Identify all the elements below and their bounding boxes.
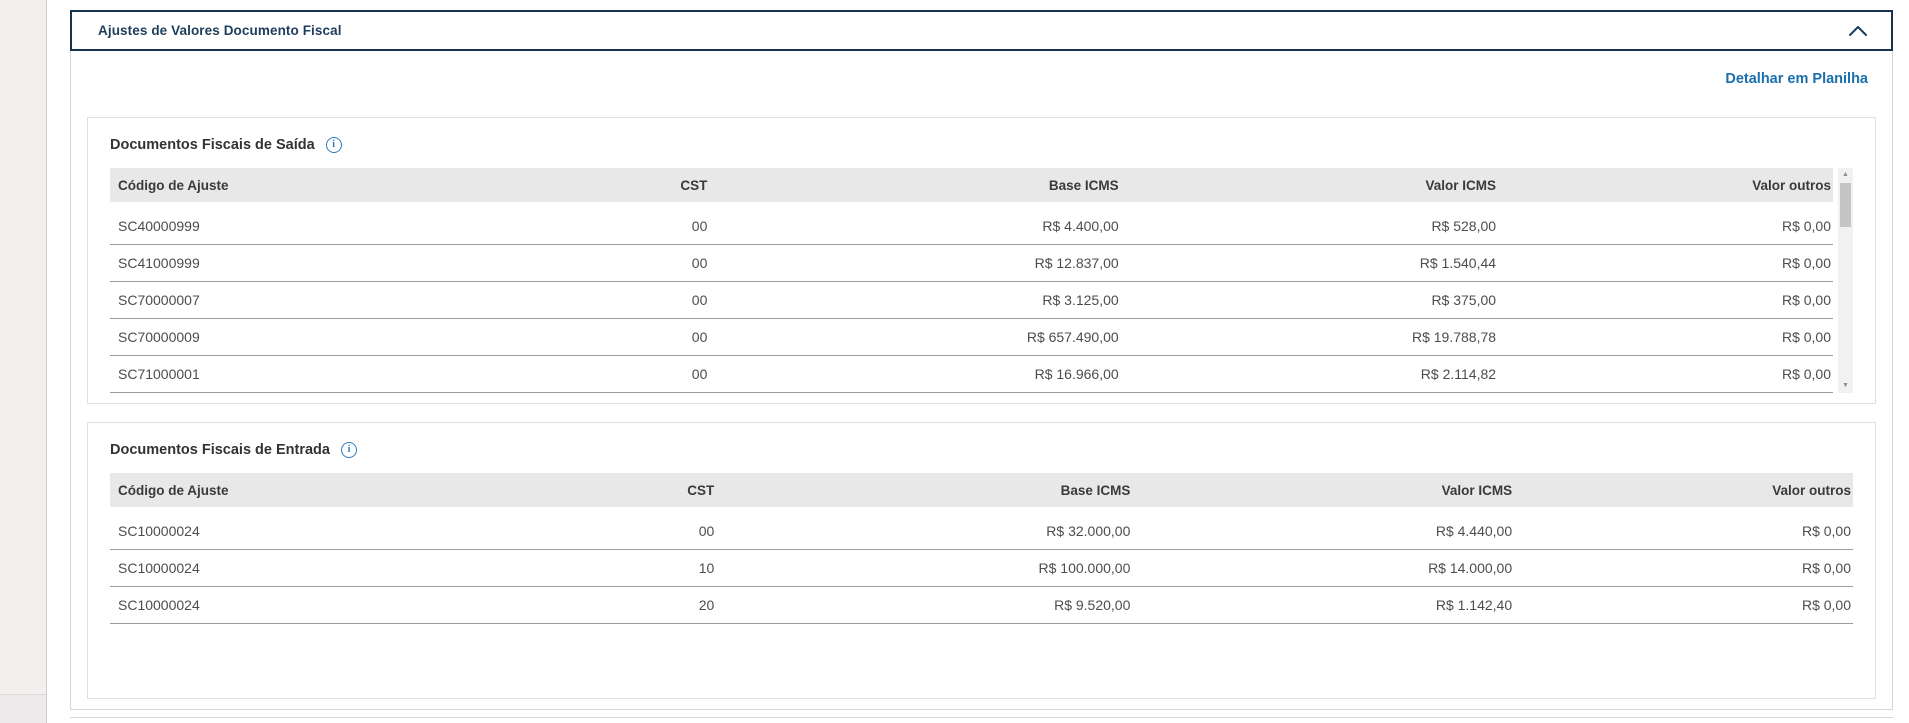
column-header: Valor ICMS: [1132, 473, 1515, 507]
column-header: Base ICMS: [716, 473, 1133, 507]
table-scrollbar[interactable]: ▲ ▼: [1838, 168, 1853, 393]
panel-title: Ajustes de Valores Documento Fiscal: [98, 23, 342, 38]
table-cell: R$ 375,00: [1120, 282, 1499, 319]
table-cell: 10: [532, 550, 717, 587]
info-icon[interactable]: i: [325, 137, 342, 153]
scroll-up-icon[interactable]: ▲: [1842, 171, 1849, 178]
scroll-down-icon[interactable]: ▼: [1842, 382, 1849, 389]
table-cell: SC10000024: [110, 550, 533, 587]
table-header-row: Código de Ajuste CST Base ICMS Valor ICMS Va…: [110, 168, 1833, 202]
outgoing-documents-table: Código de Ajuste CST Base ICMS Valor ICMS Va…: [110, 168, 1833, 393]
table-cell: 00: [527, 245, 710, 282]
incoming-table-wrap: Código de Ajuste CST Base ICMS Valor ICMS Va…: [110, 473, 1853, 624]
table-row: SC10000024 00 R$ 32.000,00 R$ 4.440,00 R$ 0,…: [110, 513, 1853, 550]
column-header: CST: [527, 168, 710, 202]
panel-body: Detalhar em Planilha Documentos Fiscais …: [70, 51, 1893, 710]
chevron-up-icon[interactable]: [1848, 25, 1868, 37]
table-cell: R$ 528,00: [1120, 208, 1499, 245]
table-cell: R$ 14.000,00: [1132, 550, 1515, 587]
column-header: Base ICMS: [709, 168, 1121, 202]
table-cell: R$ 12.837,00: [709, 245, 1121, 282]
column-header: Código de Ajuste: [110, 473, 533, 507]
fiscal-adjustments-panel: Ajustes de Valores Documento Fiscal Deta…: [70, 10, 1893, 710]
table-cell: R$ 657.490,00: [709, 319, 1121, 356]
table-row: SC41000999 00 R$ 12.837,00 R$ 1.540,44 R$ 0,…: [110, 245, 1833, 282]
table-cell: SC70000007: [110, 282, 528, 319]
table-cell: SC10000024: [110, 587, 533, 624]
link-row: Detalhar em Planilha: [87, 70, 1876, 87]
table-cell: R$ 2.114,82: [1120, 356, 1499, 393]
table-row: SC10000024 10 R$ 100.000,00 R$ 14.000,00 R$ …: [110, 550, 1853, 587]
table-row: SC70000007 00 R$ 3.125,00 R$ 375,00 R$ 0,00: [110, 282, 1833, 319]
left-gutter-bottom-segment: [0, 694, 46, 723]
table-cell: R$ 1.142,40: [1132, 587, 1515, 624]
table-cell: R$ 19.788,78: [1120, 319, 1499, 356]
table-cell: R$ 4.400,00: [709, 208, 1121, 245]
page-left-gutter: [0, 0, 47, 723]
table-cell: 20: [532, 587, 717, 624]
table-cell: SC40000999: [110, 208, 528, 245]
column-header: Código de Ajuste: [110, 168, 528, 202]
column-header: Valor outros: [1498, 168, 1833, 202]
table-row: SC70000009 00 R$ 657.490,00 R$ 19.788,78 R$ …: [110, 319, 1833, 356]
table-cell: R$ 0,00: [1498, 319, 1833, 356]
table-cell: R$ 100.000,00: [716, 550, 1133, 587]
incoming-documents-table: Código de Ajuste CST Base ICMS Valor ICMS Va…: [110, 473, 1853, 624]
table-cell: R$ 0,00: [1498, 245, 1833, 282]
table-cell: 00: [527, 208, 710, 245]
column-header: Valor ICMS: [1120, 168, 1499, 202]
column-header: CST: [532, 473, 717, 507]
incoming-documents-card: Documentos Fiscais de Entrada i Código d…: [87, 422, 1876, 699]
table-cell: 00: [527, 319, 710, 356]
table-cell: R$ 32.000,00: [716, 513, 1133, 550]
outgoing-documents-card: Documentos Fiscais de Saída i Código de …: [87, 117, 1876, 404]
detail-spreadsheet-link[interactable]: Detalhar em Planilha: [1725, 71, 1868, 87]
table-cell: R$ 0,00: [1498, 356, 1833, 393]
table-cell: R$ 0,00: [1514, 513, 1853, 550]
table-cell: R$ 9.520,00: [716, 587, 1133, 624]
table-cell: R$ 0,00: [1514, 550, 1853, 587]
table-cell: 00: [532, 513, 717, 550]
scrollbar-thumb[interactable]: [1840, 183, 1851, 227]
table-row: SC71000001 00 R$ 16.966,00 R$ 2.114,82 R$ 0,…: [110, 356, 1833, 393]
table-header-row: Código de Ajuste CST Base ICMS Valor ICMS Va…: [110, 473, 1853, 507]
card-title-row: Documentos Fiscais de Saída i: [110, 134, 1853, 156]
table-cell: 00: [527, 282, 710, 319]
table-cell: R$ 0,00: [1514, 587, 1853, 624]
table-title-entrada: Documentos Fiscais de Entrada: [110, 442, 330, 458]
table-title-saida: Documentos Fiscais de Saída: [110, 137, 315, 153]
table-row: SC40000999 00 R$ 4.400,00 R$ 528,00 R$ 0,00: [110, 208, 1833, 245]
table-cell: 00: [527, 356, 710, 393]
table-cell: R$ 1.540,44: [1120, 245, 1499, 282]
table-cell: R$ 3.125,00: [709, 282, 1121, 319]
table-cell: SC41000999: [110, 245, 528, 282]
table-cell: R$ 0,00: [1498, 282, 1833, 319]
table-cell: SC70000009: [110, 319, 528, 356]
table-cell: R$ 16.966,00: [709, 356, 1121, 393]
next-panel-top-edge: [70, 717, 1893, 718]
table-row: SC10000024 20 R$ 9.520,00 R$ 1.142,40 R$ 0,0…: [110, 587, 1853, 624]
outgoing-table-wrap: Código de Ajuste CST Base ICMS Valor ICMS Va…: [110, 168, 1853, 393]
info-icon[interactable]: i: [340, 442, 357, 458]
table-cell: SC71000001: [110, 356, 528, 393]
table-cell: R$ 4.440,00: [1132, 513, 1515, 550]
table-cell: SC10000024: [110, 513, 533, 550]
panel-collapse-header[interactable]: Ajustes de Valores Documento Fiscal: [70, 10, 1893, 51]
table-cell: R$ 0,00: [1498, 208, 1833, 245]
card-title-row: Documentos Fiscais de Entrada i: [110, 439, 1853, 461]
column-header: Valor outros: [1514, 473, 1853, 507]
